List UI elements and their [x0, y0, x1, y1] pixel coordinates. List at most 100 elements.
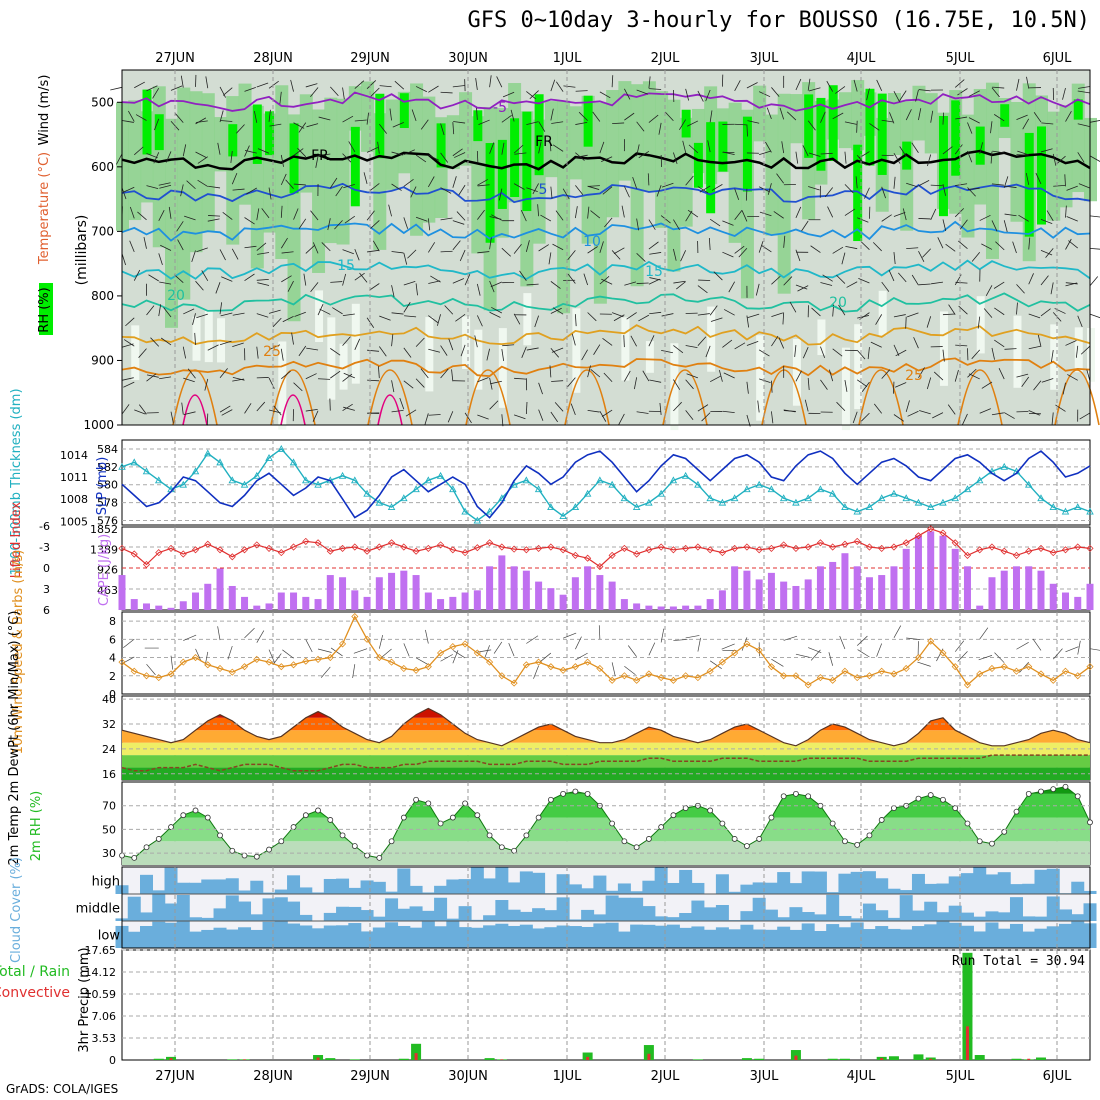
lifted-marker	[755, 546, 763, 554]
precip-convective-bar	[586, 1056, 590, 1060]
wind-barb	[502, 344, 515, 347]
wind-barb	[476, 315, 483, 327]
wind-tick-label: 6	[109, 633, 116, 646]
precip-tick-label: 7.06	[92, 1010, 117, 1023]
wind-speed-marker	[375, 653, 383, 662]
wind-barb	[440, 123, 445, 136]
wind-barb	[642, 370, 650, 382]
surface-wind-barb	[195, 648, 202, 662]
precip-total-bar	[398, 1058, 409, 1060]
lifted-marker	[829, 543, 837, 551]
wind-barb	[403, 380, 414, 389]
wind-barb	[232, 312, 245, 316]
wind-barb	[844, 208, 856, 216]
surface-wind-barb	[994, 652, 1005, 663]
wind-barb	[1035, 172, 1042, 185]
wind-barb	[294, 311, 306, 317]
wind-barb	[811, 307, 821, 317]
rh-dry-area	[854, 324, 863, 410]
wind-speed-marker	[792, 672, 800, 680]
pressure-tick-label: 700	[91, 224, 114, 238]
cape-bar	[584, 566, 592, 610]
wind-speed-marker	[841, 667, 849, 675]
precip-total-bar	[790, 1050, 801, 1060]
surface-wind-barb	[957, 651, 968, 662]
rh-dry-area	[204, 311, 213, 363]
wind-barb	[244, 86, 256, 92]
wind-barb	[257, 148, 270, 154]
cloud-axis-label: Cloud Cover (%)	[9, 857, 24, 963]
wind-barb	[746, 82, 758, 89]
wind-barb	[1052, 153, 1057, 166]
wind-speed-marker	[584, 658, 592, 666]
wind-barb	[679, 119, 686, 130]
cloud-bar	[1009, 884, 1023, 894]
wind-barb	[685, 379, 694, 390]
thickness-marker	[706, 494, 714, 502]
cape-bar	[767, 572, 775, 610]
rh2m-marker	[633, 844, 640, 851]
rh2m-marker	[670, 812, 677, 819]
wind-barb	[795, 284, 808, 290]
wind-barb	[363, 172, 368, 185]
wind-barb	[232, 188, 245, 191]
wind-barb	[321, 242, 331, 252]
wind-barb	[795, 370, 802, 382]
rh2m-marker	[1087, 819, 1093, 826]
cape-bar	[277, 592, 285, 610]
wind-barb	[1004, 412, 1015, 419]
wind-barb	[477, 377, 489, 383]
wind-barb	[221, 409, 233, 416]
lifted-marker	[363, 547, 371, 555]
wind-barb	[955, 344, 968, 347]
wind-barb	[807, 378, 810, 391]
wind-barb	[1078, 183, 1091, 189]
wind-barb	[392, 122, 404, 128]
surface-wind-barb	[317, 648, 332, 653]
wind-barb	[647, 173, 650, 186]
lifted-marker	[437, 541, 445, 549]
cloud-bar	[189, 917, 203, 921]
surface-wind-barb	[1032, 638, 1042, 651]
wind-barb	[826, 80, 834, 92]
wind-barb	[513, 313, 521, 325]
thickness-marker	[375, 498, 384, 506]
cloud-bar	[274, 921, 288, 948]
wind-barb	[795, 151, 799, 164]
wind-barb	[766, 107, 772, 119]
wind-barb	[911, 274, 919, 286]
cape-tick-label: 463	[97, 584, 118, 597]
rh-mid-area	[275, 85, 289, 260]
wind-barb	[602, 186, 613, 195]
wind-barb	[613, 314, 625, 322]
wind-barb	[786, 111, 797, 121]
cloud-bar	[887, 928, 901, 948]
wind-barb	[870, 341, 882, 348]
cloud-bar	[911, 910, 925, 921]
cloud-bar	[985, 874, 999, 894]
cloud-bar	[850, 922, 864, 948]
rh2m-marker	[437, 820, 444, 827]
wind-speed-marker	[890, 670, 898, 678]
wind-barb	[697, 186, 709, 194]
wind-barb	[807, 78, 811, 91]
wind-barb	[232, 342, 244, 348]
wind-barb	[634, 377, 638, 390]
wind-barb	[551, 347, 564, 353]
cloud-bar	[519, 871, 533, 894]
rh-dry-area	[192, 316, 201, 361]
cloud-bar	[311, 928, 325, 948]
wind-barb	[955, 281, 968, 284]
wind-barb	[538, 244, 549, 252]
cape-bar	[608, 581, 616, 610]
wind-barb	[498, 188, 503, 201]
lifted-marker	[265, 544, 273, 552]
isotherm-label: 15	[337, 258, 355, 274]
thickness-marker	[877, 494, 886, 502]
date-label-bottom: 1JUL	[553, 1069, 583, 1084]
thickness-marker	[338, 471, 347, 479]
thickness-marker	[694, 480, 702, 488]
cloud-bar	[740, 911, 754, 921]
wind-barb	[154, 118, 160, 131]
wind-barb	[746, 315, 750, 328]
